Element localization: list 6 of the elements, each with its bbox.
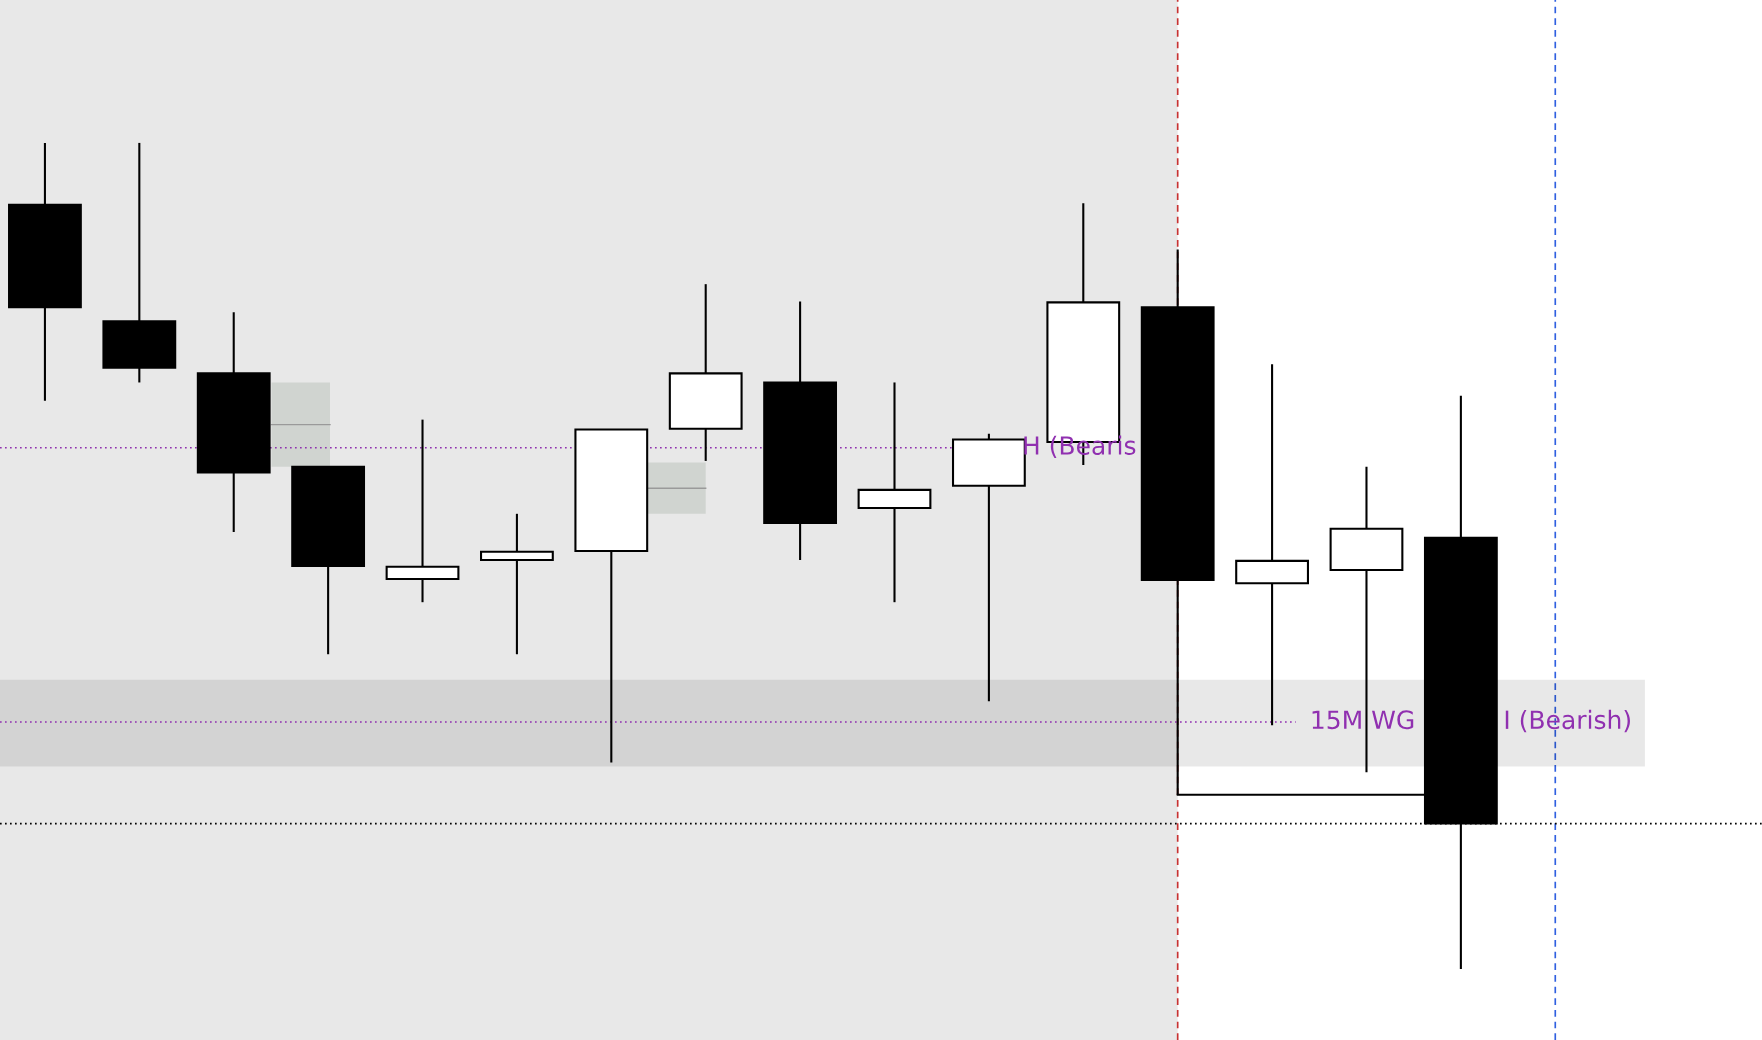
candlestick [385,418,460,604]
candlestick [1235,363,1309,727]
annotation: I (Bearish) [1505,709,1630,733]
ref-line-label: 15M WG [1312,710,1414,730]
candlestick [857,381,932,604]
candlestick [480,512,554,656]
